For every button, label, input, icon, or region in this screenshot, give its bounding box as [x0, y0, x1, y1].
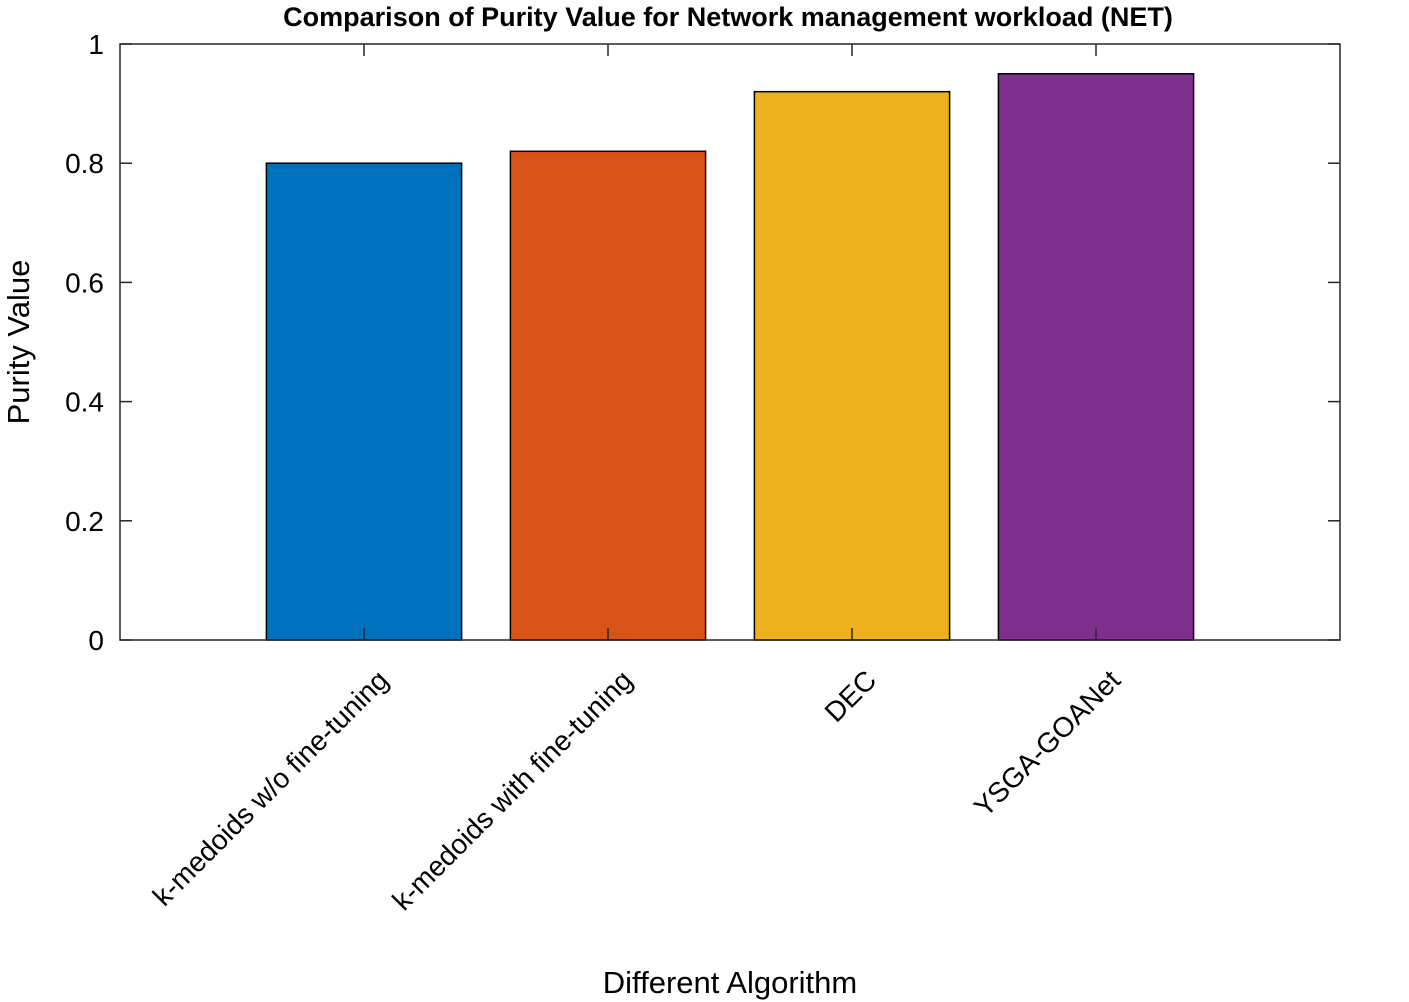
bar — [753, 90, 951, 641]
y-tick-label: 0 — [88, 625, 104, 656]
x-tick-label: DEC — [819, 664, 883, 728]
y-tick-label: 1 — [88, 29, 104, 60]
x-axis-label: Different Algorithm — [603, 965, 857, 1000]
bar — [997, 73, 1195, 641]
x-tick-label: k-medoids w/o fine-tuning — [147, 664, 395, 912]
y-tick-label: 0.8 — [65, 148, 104, 179]
x-axis-ticks — [363, 44, 1097, 640]
x-tick-label: YSGA-GOANet — [968, 664, 1127, 823]
y-tick-label: 0.4 — [65, 387, 104, 418]
chart-title: Comparison of Purity Value for Network m… — [283, 2, 1173, 32]
y-axis-label: Purity Value — [1, 260, 36, 425]
x-tick-label: k-medoids with fine-tuning — [386, 664, 638, 916]
y-tick-label: 0.2 — [65, 506, 104, 537]
y-axis-ticks: 0 0.2 0.4 0.6 0.8 1 — [65, 29, 1340, 656]
plot-area-frame — [119, 43, 1341, 641]
bars — [265, 73, 1195, 641]
bar — [509, 150, 707, 641]
bar — [265, 162, 463, 641]
y-tick-label: 0.6 — [65, 267, 104, 298]
